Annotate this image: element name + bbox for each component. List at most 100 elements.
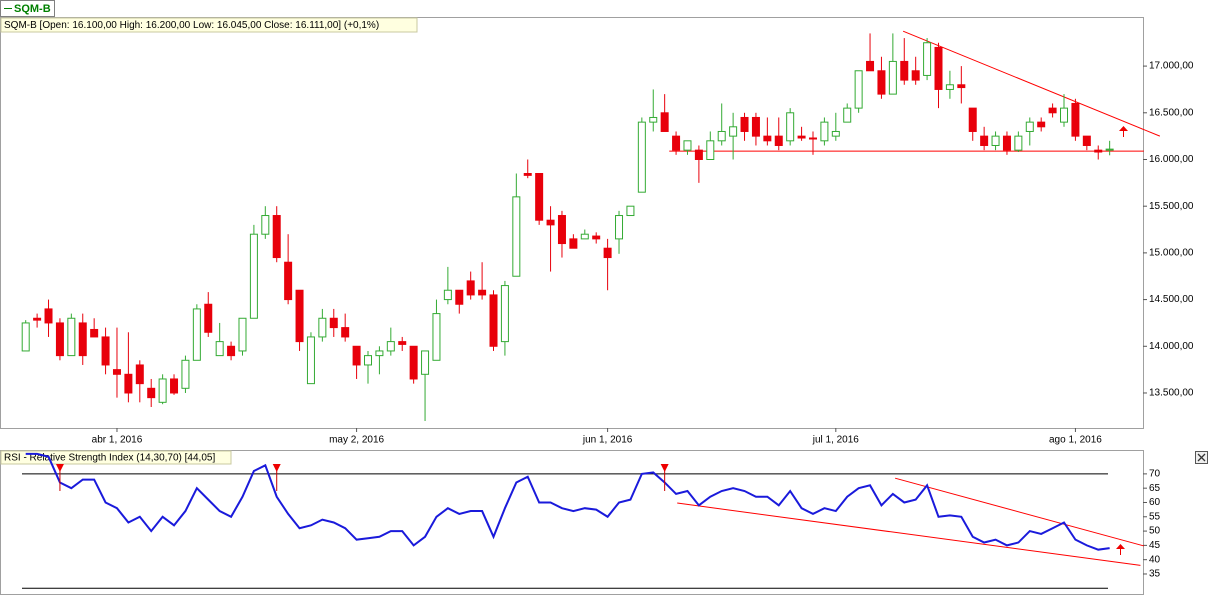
candle-body [660,112,669,132]
sell-signal [660,464,669,472]
candle-body [888,60,897,95]
candle-body [295,289,304,343]
y-tick-label: 15.000,00 [1149,248,1194,259]
candle-body [443,289,452,301]
candle-body [192,308,201,361]
candle-body [135,364,144,385]
candle-body [204,303,213,333]
x-tick-label: jun 1, 2016 [582,435,633,446]
candle-body [877,70,886,95]
candle-body [843,107,852,123]
candle-body [1060,107,1069,123]
y-tick-label: 60 [1149,497,1161,508]
candle-body [147,387,156,399]
candle-body [911,70,920,81]
tab[interactable] [0,0,55,17]
candle-body [478,289,487,296]
y-tick-label: 15.500,00 [1149,201,1194,212]
candle-body [158,378,167,403]
candle-body [249,233,258,319]
y-tick-label: 45 [1149,540,1161,551]
candle-body [1082,135,1091,146]
rsi-line [25,452,1110,551]
candle-body [238,317,247,352]
candle-body [751,116,760,137]
candle-body [991,135,1000,146]
candle-body [261,215,270,235]
y-tick-label: 65 [1149,483,1161,494]
candle-body [1048,107,1057,114]
candle-body [21,322,30,352]
candle-body [227,345,236,357]
candle-body [774,135,783,146]
candle-body [763,135,772,142]
y-tick-label: 35 [1149,569,1161,580]
up-arrow [1116,544,1125,555]
candle-body [1002,135,1011,151]
candle-body [398,341,407,345]
candle-body [386,341,395,352]
candle-body [318,317,327,338]
candle-body [215,341,224,357]
candle-body [808,137,817,140]
candle-body [569,238,578,249]
candle-body [1094,149,1103,153]
candle-body [421,350,430,375]
candle-body [1071,102,1080,137]
candle-body [352,345,361,366]
candle-body [409,345,418,380]
candle-body [717,130,726,142]
candle-body [1037,121,1046,128]
candle-body [523,173,532,176]
candle-body [820,121,829,142]
candle-body [55,322,64,357]
candle-body [615,215,624,240]
candle-body [364,355,372,366]
close-icon[interactable] [1197,453,1206,462]
candle-body [512,196,521,277]
candle-body [866,60,875,72]
y-tick-label: 16.000,00 [1149,154,1194,165]
candle-body [500,285,509,343]
candle-body [637,121,646,193]
candle-body [580,233,589,240]
close-button[interactable] [1195,451,1208,464]
candle-body [683,140,692,151]
y-tick-label: 14.500,00 [1149,294,1194,305]
candle-body [33,317,42,321]
candle-body [341,327,350,338]
tab-label[interactable]: SQM-B [14,3,51,15]
trendline [895,477,1145,547]
y-tick-label: 13.500,00 [1149,388,1194,399]
trendline [902,30,1161,137]
rsi-panel [0,450,1144,595]
candle-body [729,126,738,137]
candle-body [78,322,87,357]
candle-body [786,112,795,142]
candle-body [44,308,53,324]
candle-body [112,369,121,375]
candle-body [694,149,703,160]
candle-body [67,317,76,357]
candle-body [649,116,658,123]
candle-body [284,261,293,301]
sell-signal [272,464,281,472]
y-tick-label: 50 [1149,526,1161,537]
candle-body [980,135,989,146]
candle-body [546,219,555,226]
candle-body [375,350,384,357]
candle-body [432,313,441,361]
candle-body [957,84,966,89]
candle-body [90,328,99,338]
y-tick-label: 40 [1149,554,1161,565]
candle-body [181,359,190,389]
candle-body [466,280,475,296]
legend: SQM-B [Open: 16.100,00 High: 16.200,00 L… [4,20,379,31]
candle-body [603,247,612,259]
x-tick-label: jul 1, 2016 [812,435,860,446]
candle-body [945,84,954,90]
price-panel [0,17,1144,429]
candle-body [592,235,601,240]
candle-body [1014,135,1023,151]
candle-body [272,215,281,259]
